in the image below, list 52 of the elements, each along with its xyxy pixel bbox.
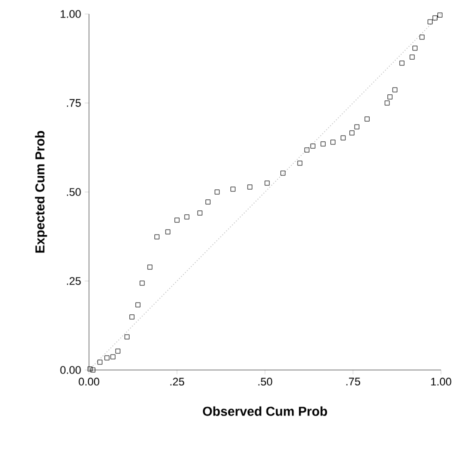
point [110,354,116,360]
y-tick-label: 0.00 [60,366,81,374]
y-axis-title: Expected Cum Prob [34,131,48,253]
point [247,184,252,190]
point [214,190,220,194]
point [230,186,236,192]
point [304,148,310,152]
point [330,140,336,145]
point [135,302,140,308]
point [388,94,392,100]
point [354,124,360,130]
point [428,19,433,24]
point [130,314,134,320]
point [197,210,202,216]
point [97,360,102,365]
point [104,355,110,360]
point [384,100,390,106]
y-tick-label: 1.00 [60,10,81,18]
point [90,368,96,372]
point [174,218,180,223]
y-tick-label: .75 [66,99,81,107]
point [124,334,130,340]
point [340,135,346,140]
point [320,141,326,146]
point [438,12,442,18]
x-tick-label: .75 [346,378,360,386]
point [399,60,404,66]
point [297,160,302,166]
point [165,229,170,234]
point [410,54,415,60]
y-tick-label: .50 [66,188,81,196]
x-axis-title: Observed Cum Prob [202,406,328,416]
y-tick-label: .25 [66,277,81,285]
point [140,280,145,286]
x-tick-label: 1.00 [431,378,452,386]
x-tick-label: .25 [170,378,184,386]
point [412,46,418,51]
point [364,116,370,122]
point [147,264,152,270]
point [154,234,160,240]
point [392,87,398,92]
point [184,214,190,220]
point [420,34,424,40]
point [432,15,438,20]
point [310,144,316,149]
point [280,170,286,176]
point [206,200,210,204]
x-tick-label: .50 [258,378,272,386]
point [350,130,354,136]
point [115,348,120,354]
x-tick-label: 0.00 [78,378,100,386]
point [264,180,270,186]
